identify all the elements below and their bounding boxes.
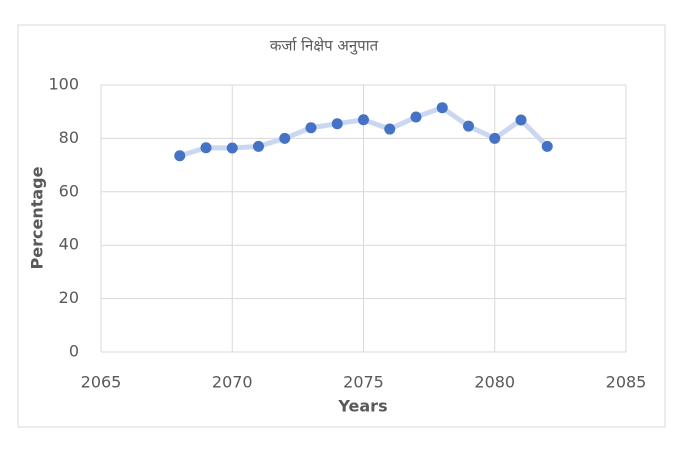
x-axis-title: Years [337, 397, 387, 416]
data-point [436, 102, 448, 114]
data-point [463, 120, 474, 132]
data-point [358, 114, 369, 126]
data-point [226, 142, 238, 154]
data-point [331, 118, 343, 130]
data-point [305, 122, 317, 134]
chart-title: कर्जा निक्षेप अनुपात [270, 37, 379, 56]
chart-frame [17, 24, 666, 428]
x-tick-label: 2080 [474, 373, 515, 392]
x-tick-label: 2065 [81, 373, 122, 392]
data-point [174, 150, 186, 162]
data-point [253, 140, 264, 152]
data-point [489, 132, 501, 144]
y-tick-label: 80 [59, 128, 79, 147]
y-tick-label: 0 [69, 342, 79, 361]
data-point [410, 111, 422, 123]
y-tick-label: 60 [59, 181, 79, 200]
y-tick-label: 40 [59, 235, 79, 254]
y-tick-label: 100 [48, 75, 79, 94]
data-point [384, 123, 396, 135]
y-axis-title: Percentage [28, 166, 47, 269]
x-tick-label: 2085 [606, 373, 647, 392]
data-point [515, 114, 527, 126]
y-tick-label: 20 [59, 288, 79, 307]
data-point [279, 132, 291, 144]
x-tick-label: 2070 [212, 373, 253, 392]
data-point [541, 140, 553, 152]
data-point [200, 142, 212, 154]
x-tick-label: 2075 [343, 373, 384, 392]
